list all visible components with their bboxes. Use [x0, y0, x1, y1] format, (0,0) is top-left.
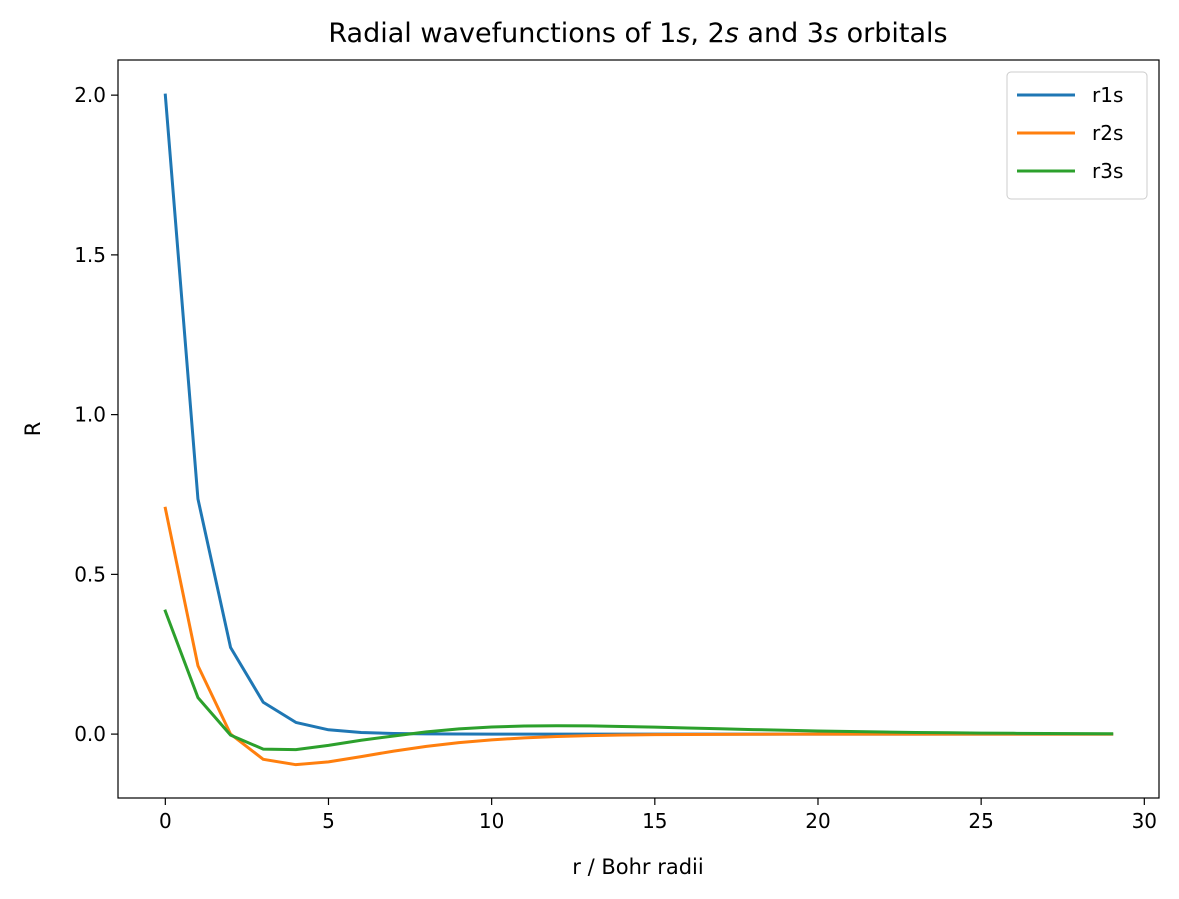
legend: r1s r2s r3s — [1006, 71, 1148, 200]
chart-title-part: s — [725, 18, 739, 49]
series-layer — [163, 93, 1114, 767]
y-tick-label: 1.5 — [74, 243, 106, 267]
x-tick-label: 20 — [805, 809, 830, 833]
y-axis: 0.0 0.5 1.0 1.5 2.0 — [74, 83, 118, 746]
legend-label-r2s: r2s — [1092, 121, 1123, 145]
x-tick-label: 30 — [1132, 809, 1157, 833]
chart-title-part: s — [824, 18, 838, 49]
y-tick-label: 2.0 — [74, 83, 106, 107]
legend-label-r1s: r1s — [1092, 83, 1123, 107]
chart-title-part: Radial wavefunctions of 1 — [328, 18, 676, 49]
y-tick-label: 0.5 — [74, 562, 106, 586]
y-tick-label: 0.0 — [74, 722, 106, 746]
series-line-r3s — [163, 609, 1114, 752]
legend-label-r3s: r3s — [1092, 159, 1123, 183]
x-tick-label: 25 — [968, 809, 993, 833]
chart-title-part: s — [676, 18, 690, 49]
plot-frame — [117, 59, 1160, 799]
chart-title: Radial wavefunctions of 1s, 2s and 3s or… — [328, 18, 947, 49]
y-tick-label: 1.0 — [74, 403, 106, 427]
x-axis: 0 5 10 15 20 25 30 — [159, 798, 1157, 833]
x-tick-label: 0 — [159, 809, 172, 833]
x-tick-label: 10 — [479, 809, 504, 833]
x-axis-label: r / Bohr radii — [572, 855, 703, 879]
chart-title-part: , 2 — [690, 18, 724, 49]
x-tick-label: 5 — [322, 809, 335, 833]
y-axis-label: R — [21, 422, 45, 437]
chart-title-part: orbitals — [838, 18, 948, 49]
x-tick-label: 15 — [642, 809, 667, 833]
legend-box — [1006, 71, 1148, 200]
chart-title-part: and 3 — [739, 18, 824, 49]
